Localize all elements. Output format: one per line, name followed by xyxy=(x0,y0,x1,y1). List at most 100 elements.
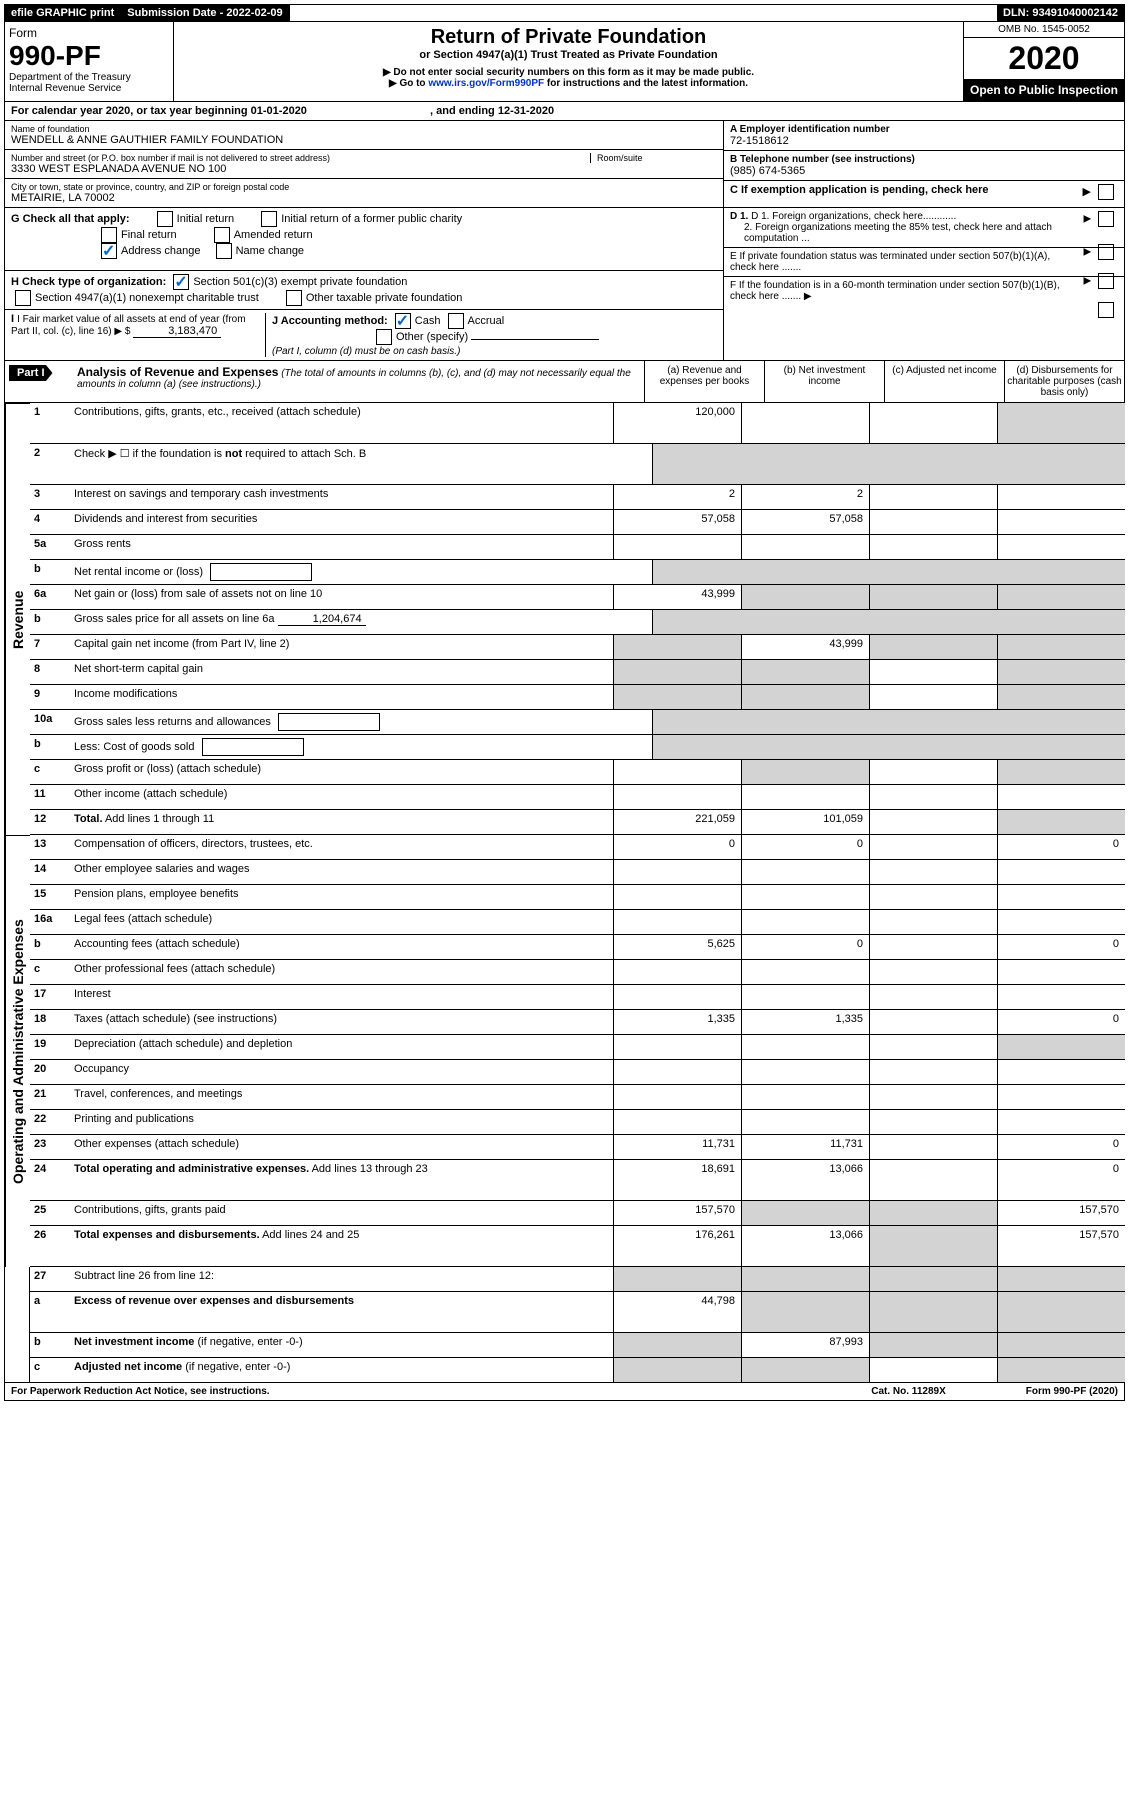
col-d xyxy=(997,760,1125,784)
checkbox-f[interactable] xyxy=(1098,302,1114,318)
checkbox-initial-return[interactable] xyxy=(157,211,173,227)
row-number: b xyxy=(30,735,70,759)
row-description: Compensation of officers, directors, tru… xyxy=(70,835,613,859)
col-a: 157,570 xyxy=(613,1201,741,1225)
col-a xyxy=(613,885,741,909)
checkbox-501c3[interactable] xyxy=(173,274,189,290)
form-title-block: Return of Private Foundation or Section … xyxy=(174,22,964,101)
i-j-row: I I Fair market value of all assets at e… xyxy=(5,310,723,360)
h-row: H Check type of organization: Section 50… xyxy=(5,271,723,310)
table-row: bNet investment income (if negative, ent… xyxy=(30,1333,1125,1358)
revenue-section: Revenue 1Contributions, gifts, grants, e… xyxy=(4,403,1125,835)
row-description: Gross profit or (loss) (attach schedule) xyxy=(70,760,613,784)
row-number: b xyxy=(30,560,70,584)
col-c xyxy=(869,885,997,909)
col-a xyxy=(613,760,741,784)
table-row: bLess: Cost of goods sold xyxy=(30,735,1125,760)
col-d xyxy=(997,1267,1125,1291)
row-description: Income modifications xyxy=(70,685,613,709)
col-a-header: (a) Revenue and expenses per books xyxy=(644,361,764,402)
tax-year: 2020 xyxy=(964,38,1124,79)
col-d xyxy=(997,635,1125,659)
col-a: 120,000 xyxy=(613,403,741,443)
table-row: 18Taxes (attach schedule) (see instructi… xyxy=(30,1010,1125,1035)
col-c xyxy=(869,760,997,784)
col-b: 11,731 xyxy=(741,1135,869,1159)
irs-label: Internal Revenue Service xyxy=(9,83,169,94)
col-d xyxy=(997,535,1125,559)
col-c xyxy=(869,403,997,443)
row-number: 25 xyxy=(30,1201,70,1225)
cat-number: Cat. No. 11289X xyxy=(871,1386,945,1397)
table-row: 27Subtract line 26 from line 12: xyxy=(30,1267,1125,1292)
col-c xyxy=(869,1160,997,1200)
col-c xyxy=(869,535,997,559)
checkbox-address-change[interactable] xyxy=(101,243,117,259)
form-number-block: Form 990-PF Department of the Treasury I… xyxy=(5,22,174,101)
col-b xyxy=(741,660,869,684)
row-description: Adjusted net income (if negative, enter … xyxy=(70,1358,613,1382)
row-number: 27 xyxy=(30,1267,70,1291)
col-b xyxy=(741,685,869,709)
checkbox-initial-public[interactable] xyxy=(261,211,277,227)
col-d xyxy=(997,1085,1125,1109)
checkbox-e[interactable] xyxy=(1098,273,1114,289)
table-row: 25Contributions, gifts, grants paid157,5… xyxy=(30,1201,1125,1226)
phone-cell: B Telephone number (see instructions) (9… xyxy=(724,151,1124,181)
row-number: 23 xyxy=(30,1135,70,1159)
row-description: Other professional fees (attach schedule… xyxy=(70,960,613,984)
checkbox-c[interactable] xyxy=(1098,184,1114,200)
checkbox-name-change[interactable] xyxy=(216,243,232,259)
col-c xyxy=(869,1060,997,1084)
table-row: bGross sales price for all assets on lin… xyxy=(30,610,1125,635)
foundation-name-cell: Name of foundation WENDELL & ANNE GAUTHI… xyxy=(5,121,723,150)
checkbox-other-taxable[interactable] xyxy=(286,290,302,306)
checkbox-4947[interactable] xyxy=(15,290,31,306)
checkbox-cash[interactable] xyxy=(395,313,411,329)
part1-header: Part I Analysis of Revenue and Expenses … xyxy=(4,361,1125,403)
table-row: cAdjusted net income (if negative, enter… xyxy=(30,1358,1125,1383)
form-subtitle: or Section 4947(a)(1) Trust Treated as P… xyxy=(178,49,959,61)
irs-link[interactable]: www.irs.gov/Form990PF xyxy=(428,78,544,89)
col-d: 0 xyxy=(997,935,1125,959)
table-row: 11Other income (attach schedule) xyxy=(30,785,1125,810)
col-c xyxy=(869,1010,997,1034)
checkbox-other-method[interactable] xyxy=(376,329,392,345)
col-c xyxy=(869,1135,997,1159)
col-d xyxy=(997,910,1125,934)
col-c xyxy=(869,810,997,834)
table-row: 16aLegal fees (attach schedule) xyxy=(30,910,1125,935)
goto-link-line: ▶ Go to www.irs.gov/Form990PF for instru… xyxy=(178,78,959,89)
row-description: Gross sales price for all assets on line… xyxy=(70,610,652,634)
row-description: Total. Add lines 1 through 11 xyxy=(70,810,613,834)
table-row: 23Other expenses (attach schedule) 11,731… xyxy=(30,1135,1125,1160)
row-description: Other employee salaries and wages xyxy=(70,860,613,884)
col-a xyxy=(613,985,741,1009)
col-b xyxy=(741,760,869,784)
col-b: 1,335 xyxy=(741,1010,869,1034)
e-row: E If private foundation status was termi… xyxy=(724,248,1124,277)
col-b xyxy=(741,910,869,934)
col-b xyxy=(741,1201,869,1225)
row-number: c xyxy=(30,1358,70,1382)
row-description: Net investment income (if negative, ente… xyxy=(70,1333,613,1357)
checkbox-amended[interactable] xyxy=(214,227,230,243)
table-row: 8Net short-term capital gain xyxy=(30,660,1125,685)
col-a xyxy=(613,685,741,709)
col-a xyxy=(613,860,741,884)
col-a: 57,058 xyxy=(613,510,741,534)
col-a xyxy=(613,660,741,684)
form-word: Form xyxy=(9,26,169,40)
dept-treasury: Department of the Treasury xyxy=(9,72,169,83)
col-d xyxy=(997,1110,1125,1134)
checkbox-d1[interactable] xyxy=(1098,211,1114,227)
table-row: 13Compensation of officers, directors, t… xyxy=(30,835,1125,860)
row-description: Other expenses (attach schedule) xyxy=(70,1135,613,1159)
checkbox-accrual[interactable] xyxy=(448,313,464,329)
table-row: aExcess of revenue over expenses and dis… xyxy=(30,1292,1125,1333)
col-b xyxy=(741,1060,869,1084)
col-b xyxy=(741,535,869,559)
col-c xyxy=(869,835,997,859)
checkbox-d2[interactable] xyxy=(1098,244,1114,260)
row-description: Legal fees (attach schedule) xyxy=(70,910,613,934)
